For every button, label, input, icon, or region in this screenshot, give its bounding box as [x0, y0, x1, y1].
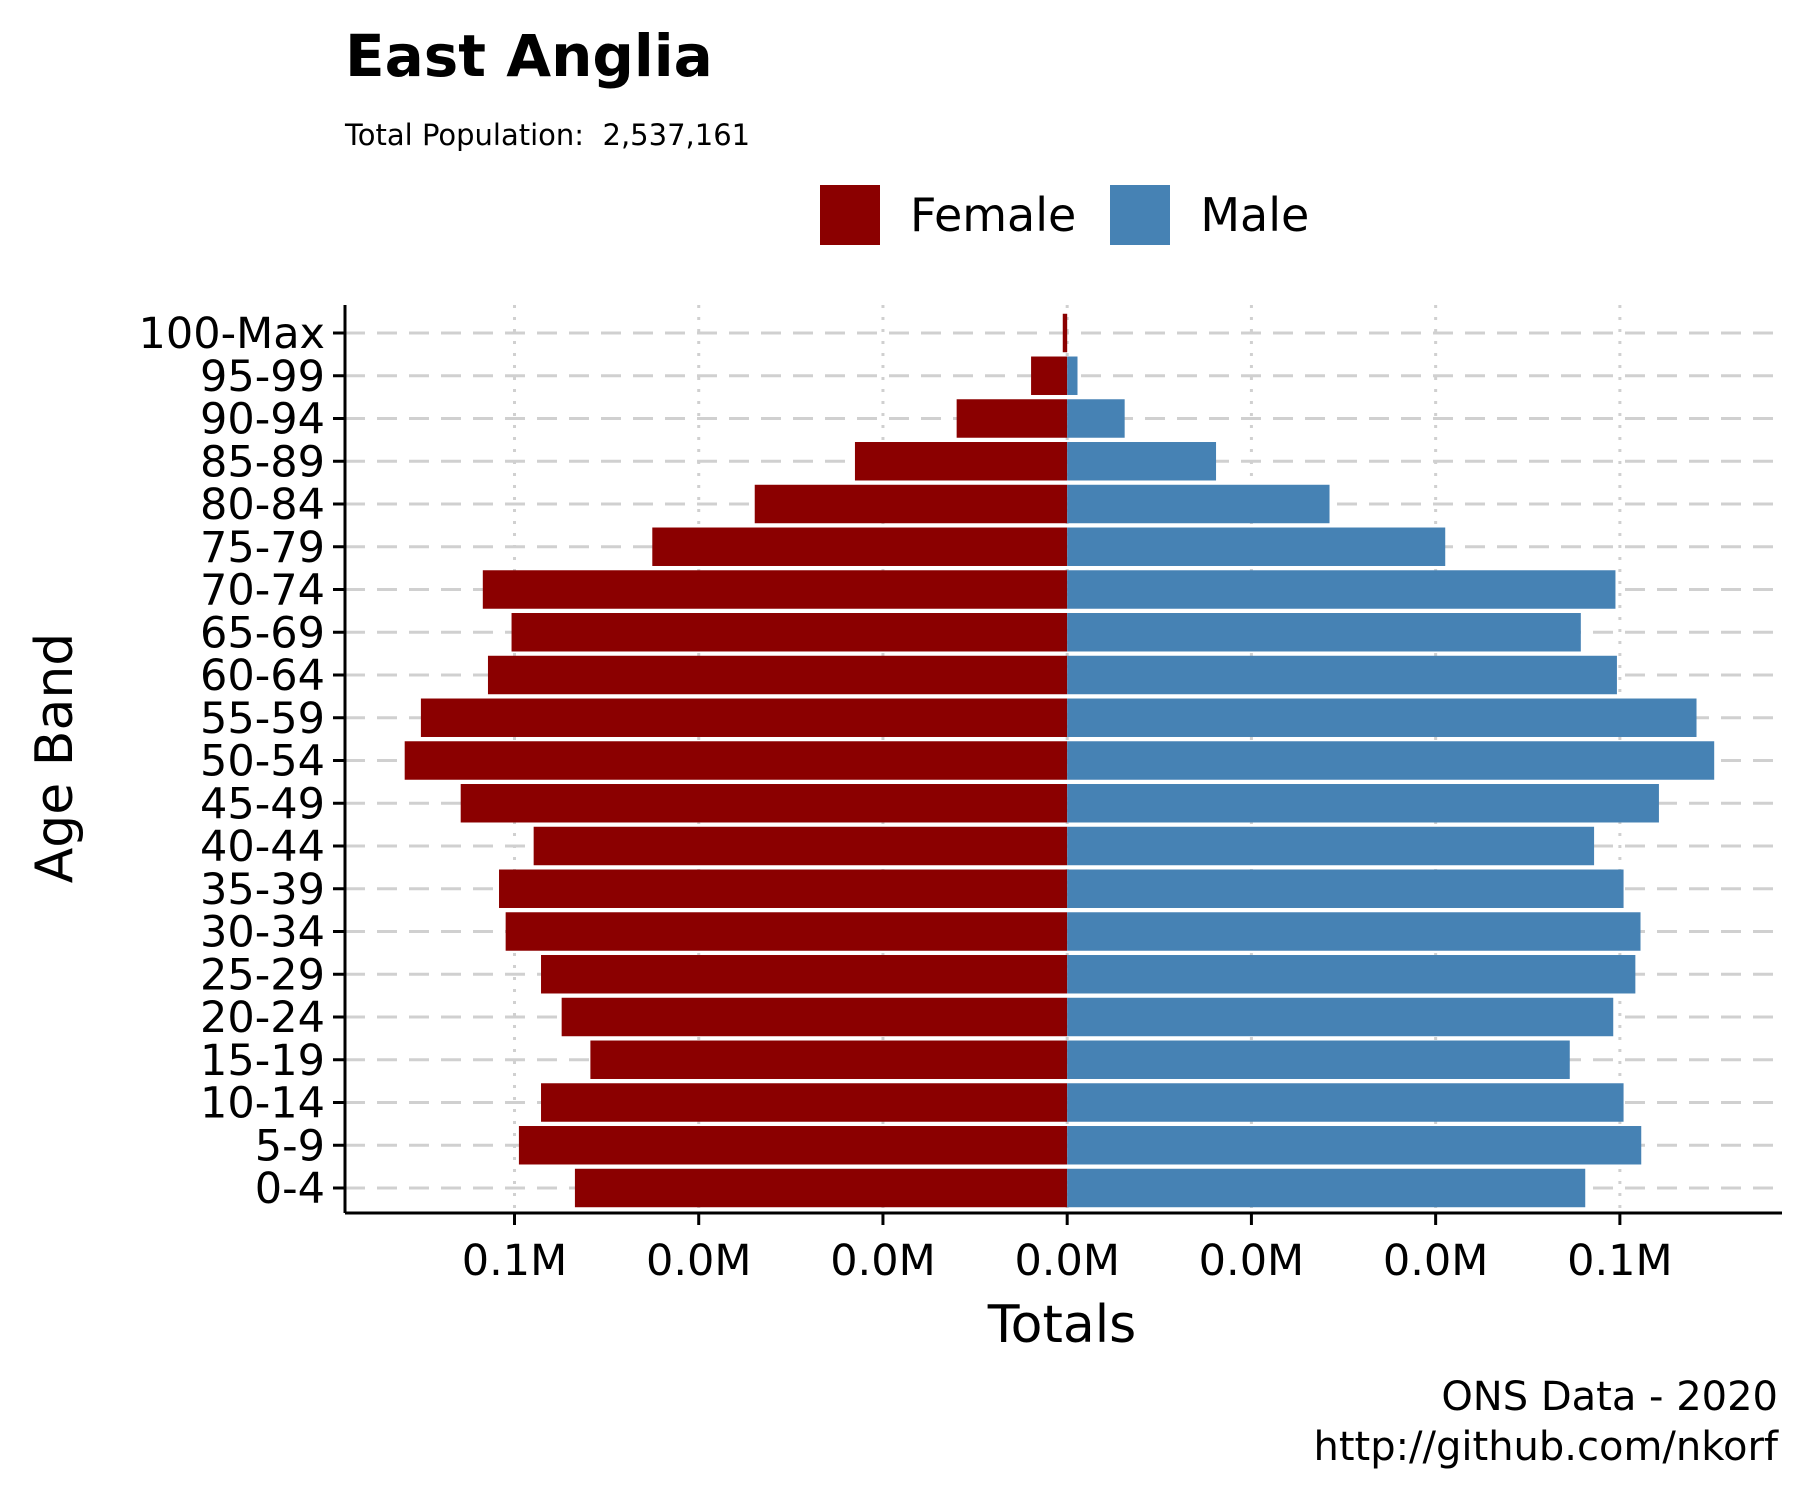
bar-male-85-89 [1067, 442, 1217, 481]
bar-female-10-14 [541, 1083, 1068, 1122]
chart-subtitle: Total Population: 2,537,161 [345, 118, 751, 152]
y-tick-label-50-54: 50-54 [200, 737, 325, 787]
bar-female-95-99 [1031, 356, 1068, 395]
y-tick-label-0-4: 0-4 [255, 1164, 325, 1214]
legend-swatch-female [820, 185, 880, 245]
y-tick-label-60-64: 60-64 [200, 651, 325, 701]
x-tick-label-5: 0.0M [1383, 1236, 1488, 1286]
bar-female-45-49 [460, 784, 1068, 823]
y-tick-label-20-24: 20-24 [200, 993, 325, 1043]
y-tick-label-95-99: 95-99 [200, 352, 325, 402]
bar-female-70-74 [482, 570, 1068, 609]
y-tick-label-85-89: 85-89 [200, 437, 325, 487]
legend-label-female: Female [910, 188, 1077, 242]
legend: Female Male [820, 185, 1343, 245]
legend-swatch-male [1110, 185, 1171, 245]
y-tick-label-45-49: 45-49 [200, 779, 325, 829]
legend-item-male: Male [1110, 185, 1309, 245]
bar-female-30-34 [505, 912, 1068, 951]
bar-female-25-29 [541, 955, 1068, 994]
legend-label-male: Male [1200, 188, 1310, 242]
y-axis-label: Age Band [25, 633, 85, 884]
bar-male-5-9 [1067, 1126, 1642, 1165]
bar-male-70-74 [1067, 570, 1616, 609]
chart-title: East Anglia [345, 22, 713, 90]
bar-female-75-79 [652, 527, 1068, 566]
caption-url: http://github.com/nkorf [1313, 1424, 1778, 1470]
bar-male-55-59 [1067, 698, 1697, 737]
y-tick-label-75-79: 75-79 [200, 523, 325, 573]
x-tick-label-4: 0.0M [1199, 1236, 1304, 1286]
caption-source: ONS Data - 2020 [1441, 1374, 1778, 1420]
bar-female-65-69 [511, 613, 1068, 652]
y-tick-label-25-29: 25-29 [200, 950, 325, 1000]
x-axis-label: Totals [987, 1295, 1137, 1355]
bar-male-10-14 [1067, 1083, 1624, 1122]
bar-female-35-39 [499, 869, 1068, 908]
y-tick-label-5-9: 5-9 [255, 1121, 325, 1171]
bar-male-60-64 [1067, 655, 1617, 695]
bars [404, 313, 1715, 1208]
y-tick-label-65-69: 65-69 [200, 608, 325, 658]
bar-male-65-69 [1067, 613, 1581, 652]
bar-female-55-59 [420, 698, 1068, 737]
caption: ONS Data - 2020 http://github.com/nkorf [1313, 1372, 1778, 1472]
y-tick-label-100-Max: 100-Max [139, 309, 326, 359]
bar-female-15-19 [590, 1040, 1068, 1079]
y-tick-label-10-14: 10-14 [200, 1079, 325, 1129]
bar-female-0-4 [574, 1168, 1068, 1208]
y-tick-label-55-59: 55-59 [200, 694, 325, 744]
y-tick-labels: 0-45-910-1415-1920-2425-2930-3435-3940-4… [139, 309, 326, 1214]
x-tick-labels: 0.1M 0.0M 0.0M 0.0M 0.0M 0.0M 0.1M [462, 1236, 1673, 1286]
bar-male-75-79 [1067, 527, 1446, 566]
y-tick-label-80-84: 80-84 [200, 480, 325, 530]
axes [333, 305, 1782, 1225]
bar-male-0-4 [1067, 1168, 1586, 1208]
legend-item-female: Female [820, 185, 1076, 245]
bar-male-50-54 [1067, 741, 1715, 780]
bar-female-20-24 [561, 997, 1068, 1037]
x-tick-label-2: 0.0M [830, 1236, 935, 1286]
bar-male-40-44 [1067, 826, 1595, 866]
x-tick-label-1: 0.0M [646, 1236, 751, 1286]
y-tick-label-40-44: 40-44 [200, 822, 325, 872]
bar-male-25-29 [1067, 955, 1636, 994]
bar-female-40-44 [533, 826, 1068, 866]
x-tick-label-6: 0.1M [1567, 1236, 1672, 1286]
y-tick-label-90-94: 90-94 [200, 395, 325, 445]
bar-male-90-94 [1067, 399, 1125, 438]
bar-female-90-94 [956, 399, 1068, 438]
y-tick-label-35-39: 35-39 [200, 865, 325, 915]
bar-female-5-9 [518, 1126, 1068, 1165]
bar-male-35-39 [1067, 869, 1624, 908]
y-tick-label-30-34: 30-34 [200, 908, 325, 958]
bar-male-15-19 [1067, 1040, 1570, 1079]
x-tick-label-3: 0.0M [1014, 1236, 1119, 1286]
bar-female-85-89 [854, 442, 1068, 481]
bar-female-60-64 [487, 655, 1068, 695]
bar-male-30-34 [1067, 912, 1641, 951]
bar-male-20-24 [1067, 997, 1614, 1037]
bar-male-95-99 [1067, 356, 1078, 395]
bar-male-80-84 [1067, 484, 1330, 524]
bar-female-80-84 [754, 484, 1068, 524]
bar-female-100-Max [1062, 313, 1068, 353]
bar-male-45-49 [1067, 784, 1659, 823]
bar-female-50-54 [404, 741, 1068, 780]
y-tick-label-70-74: 70-74 [200, 566, 325, 616]
x-tick-label-0: 0.1M [462, 1236, 567, 1286]
y-tick-label-15-19: 15-19 [200, 1036, 325, 1086]
